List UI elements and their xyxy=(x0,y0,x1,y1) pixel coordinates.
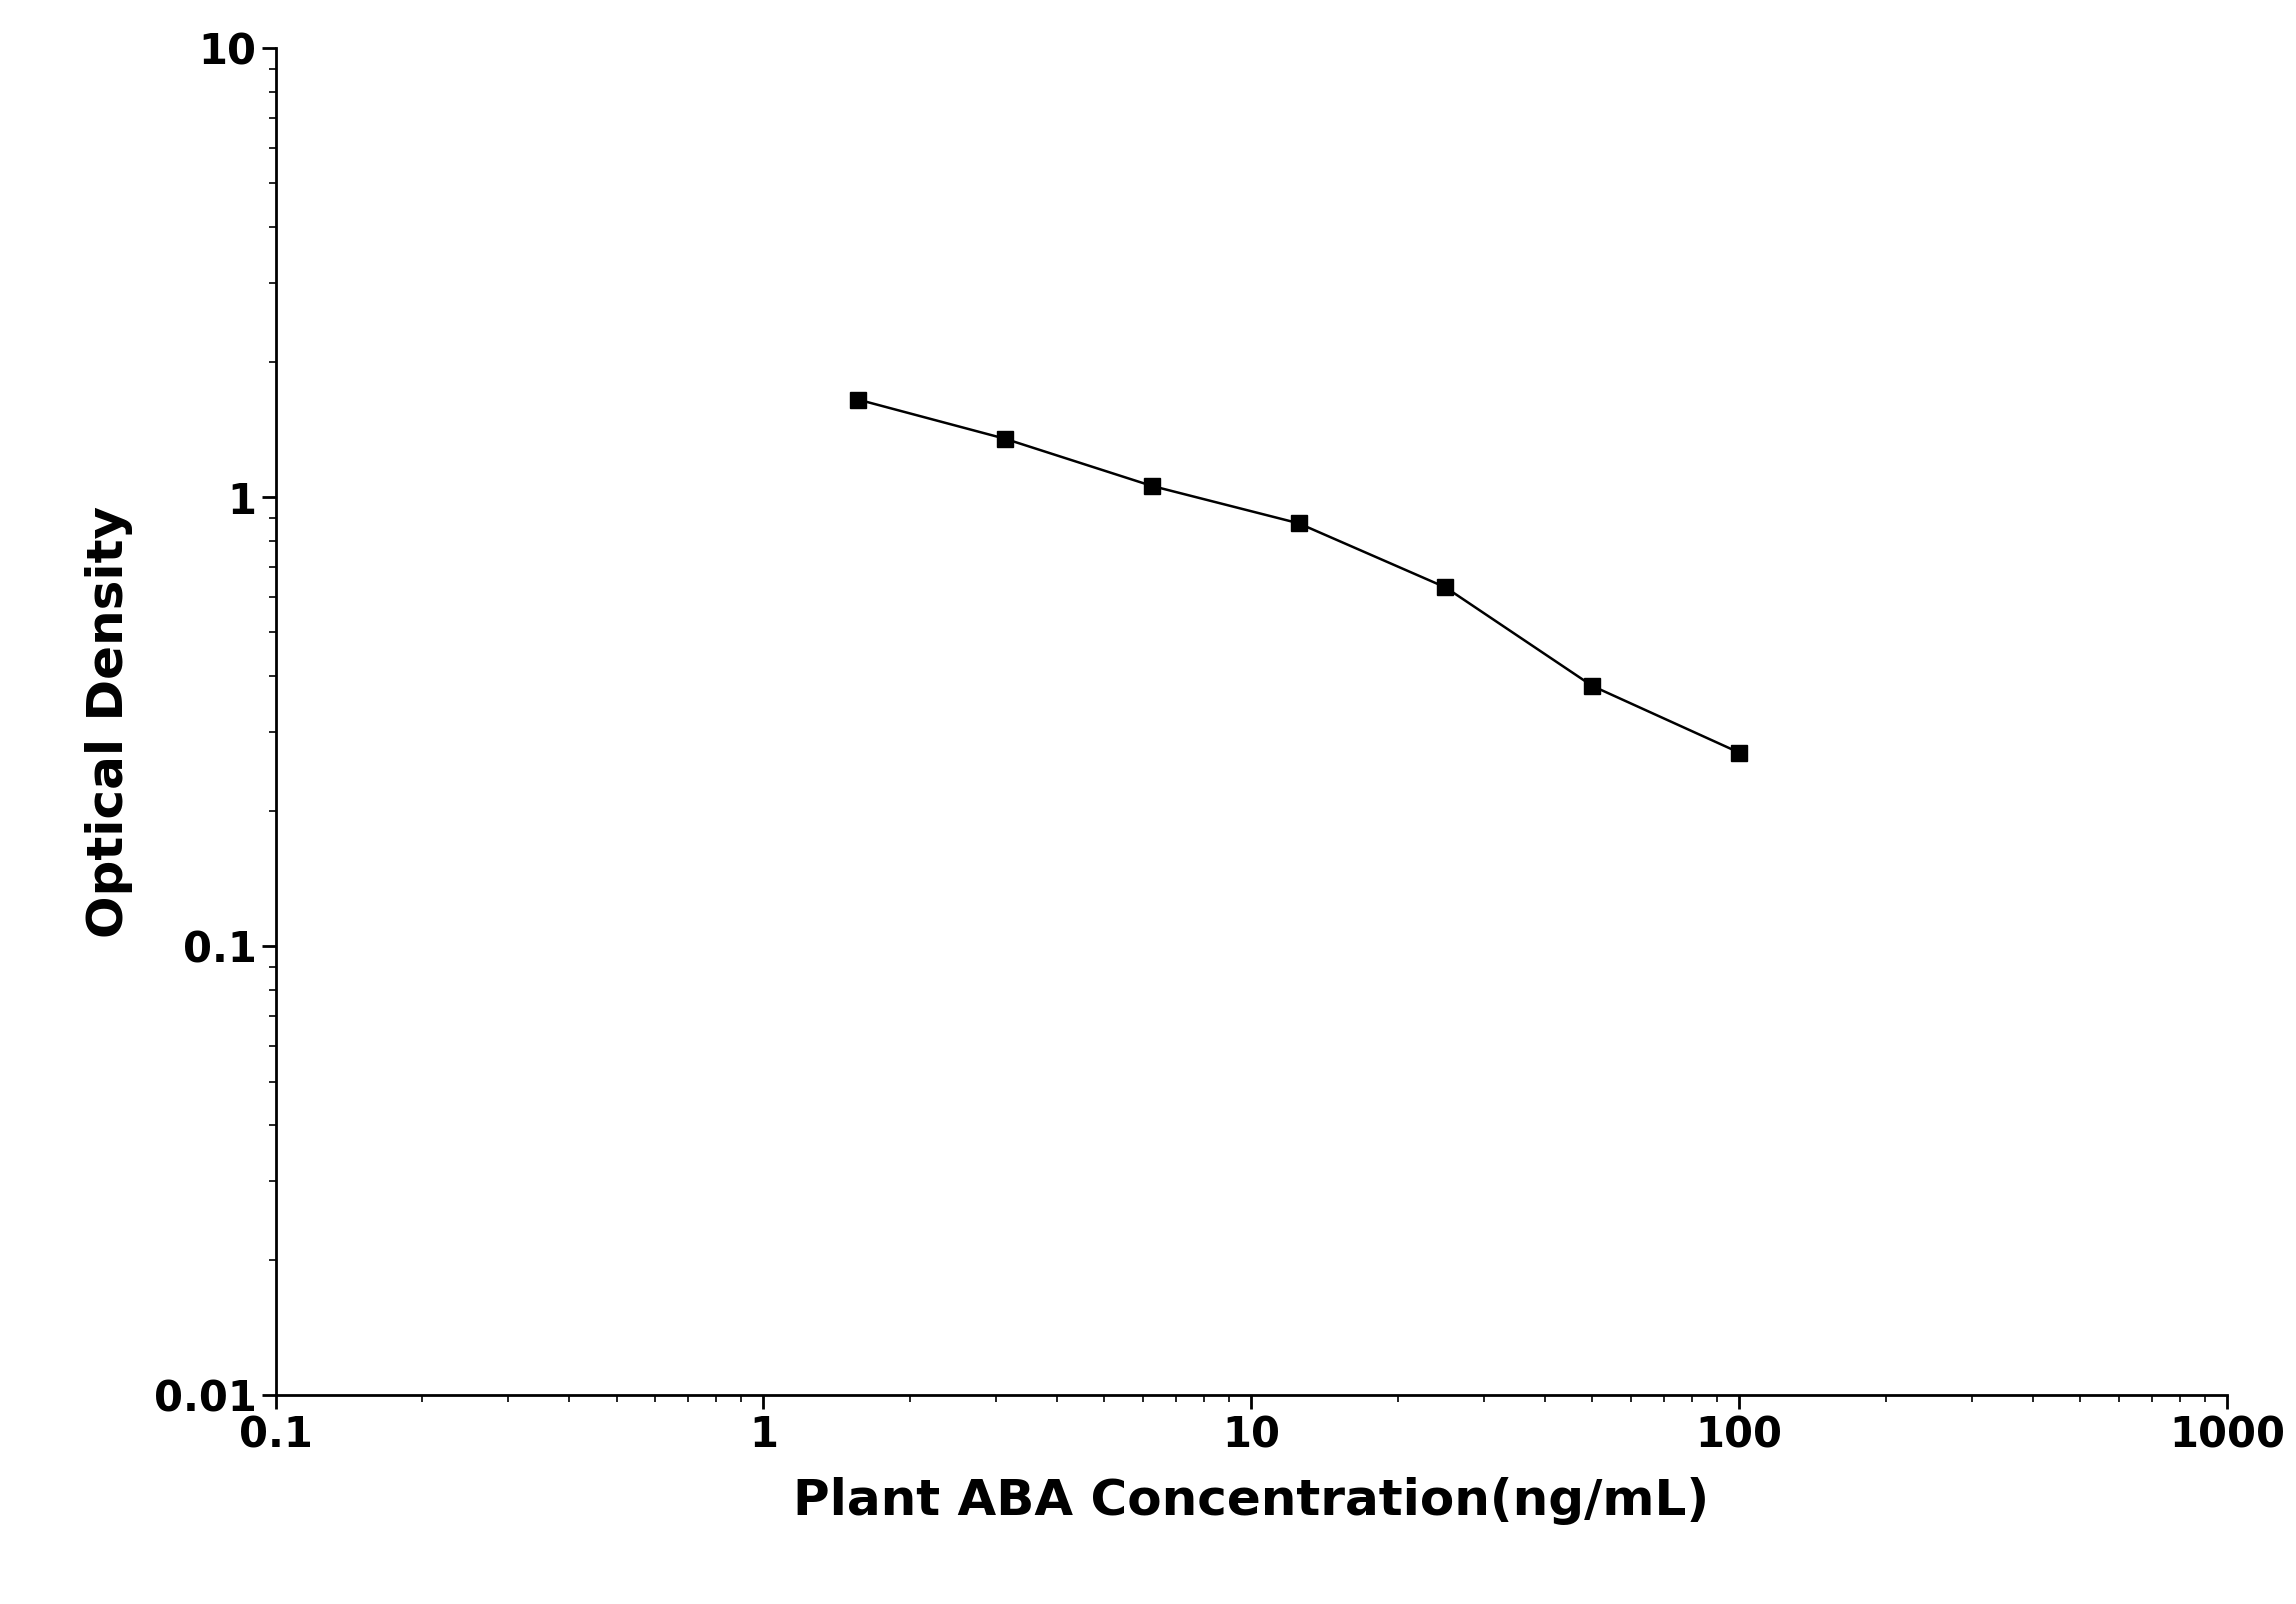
X-axis label: Plant ABA Concentration(ng/mL): Plant ABA Concentration(ng/mL) xyxy=(792,1477,1711,1525)
Y-axis label: Optical Density: Optical Density xyxy=(85,505,133,938)
